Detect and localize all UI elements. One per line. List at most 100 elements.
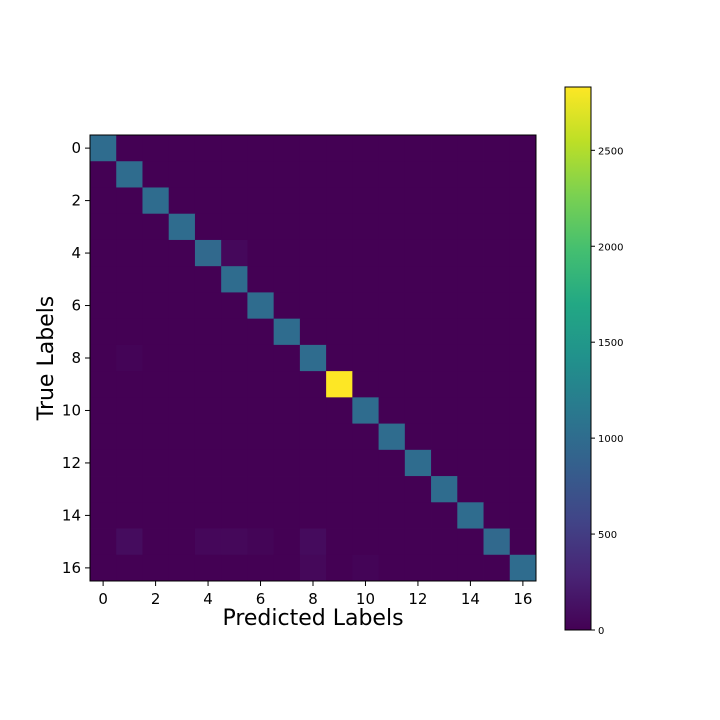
heatmap-cell	[509, 135, 537, 162]
heatmap-cell	[404, 554, 432, 582]
heatmap-cell	[247, 318, 275, 346]
heatmap-cell	[431, 213, 458, 241]
heatmap-cell	[194, 161, 222, 188]
colorbar-tick-label: 1000	[598, 434, 623, 445]
heatmap-cell	[194, 502, 222, 529]
heatmap-cell	[404, 502, 432, 529]
heatmap-cell	[168, 292, 196, 320]
heatmap-cell	[90, 239, 117, 267]
heatmap-cells	[90, 135, 537, 582]
heatmap-cell	[404, 344, 432, 372]
heatmap-cell	[247, 397, 275, 424]
colorbar-tick-label: 2500	[598, 146, 623, 157]
heatmap-cell	[299, 502, 327, 529]
heatmap-cell	[457, 135, 484, 162]
heatmap-cell	[273, 528, 301, 556]
heatmap-cell	[221, 449, 248, 477]
heatmap-cell	[509, 266, 537, 293]
colorbar-ticks: 0 500 1000 1500 2000 2500	[591, 146, 623, 637]
heatmap-cell	[326, 528, 353, 556]
heatmap-cell	[378, 344, 406, 372]
heatmap-cell	[273, 239, 301, 267]
heatmap-cell	[168, 528, 196, 556]
heatmap-cell	[509, 371, 537, 398]
heatmap-cell	[404, 292, 432, 320]
heatmap-cell	[404, 213, 432, 241]
heatmap-cell	[299, 239, 327, 267]
heatmap-cell	[299, 266, 327, 293]
heatmap-cell	[326, 449, 353, 477]
heatmap-cell	[457, 266, 484, 293]
heatmap-cell	[509, 554, 537, 582]
heatmap-cell	[90, 318, 117, 346]
colorbar	[564, 86, 592, 631]
x-tick-label: 14	[461, 590, 480, 608]
heatmap-cell	[90, 135, 117, 162]
heatmap-cell	[457, 449, 484, 477]
heatmap-cell	[194, 476, 222, 503]
heatmap-cell	[194, 371, 222, 398]
heatmap-cell	[194, 344, 222, 372]
heatmap-cell	[168, 554, 196, 582]
heatmap-cell	[168, 423, 196, 451]
heatmap-cell	[483, 476, 511, 503]
heatmap-cell	[142, 397, 170, 424]
heatmap-cell	[431, 502, 458, 529]
heatmap-cell	[378, 554, 406, 582]
heatmap-cell	[194, 423, 222, 451]
heatmap-cell	[509, 239, 537, 267]
heatmap-cell	[457, 371, 484, 398]
heatmap-cell	[142, 292, 170, 320]
heatmap-cell	[273, 476, 301, 503]
heatmap-cell	[378, 528, 406, 556]
heatmap-cell	[221, 239, 248, 267]
heatmap-cell	[299, 554, 327, 582]
heatmap-cell	[352, 528, 379, 556]
heatmap-cell	[378, 292, 406, 320]
heatmap-cell	[299, 187, 327, 215]
heatmap-cell	[404, 476, 432, 503]
heatmap-cell	[431, 292, 458, 320]
y-tick-label: 4	[71, 244, 81, 262]
heatmap-cell	[221, 213, 248, 241]
heatmap-cell	[457, 213, 484, 241]
heatmap-cell	[483, 449, 511, 477]
heatmap-cell	[509, 476, 537, 503]
heatmap-cell	[142, 423, 170, 451]
heatmap-cell	[483, 502, 511, 529]
heatmap-cell	[483, 213, 511, 241]
heatmap-cell	[273, 397, 301, 424]
heatmap-cell	[116, 371, 143, 398]
heatmap-cell	[431, 423, 458, 451]
heatmap-cell	[194, 135, 222, 162]
heatmap-cell	[116, 318, 143, 346]
heatmap-cell	[221, 266, 248, 293]
heatmap-cell	[326, 423, 353, 451]
heatmap-cell	[221, 318, 248, 346]
heatmap-cell	[378, 423, 406, 451]
x-axis-label: Predicted Labels	[222, 606, 403, 631]
heatmap-cell	[457, 161, 484, 188]
heatmap-cell	[483, 187, 511, 215]
y-tick-label: 0	[71, 139, 81, 157]
heatmap-cell	[299, 344, 327, 372]
heatmap-cell	[352, 344, 379, 372]
heatmap-cell	[273, 292, 301, 320]
heatmap-cell	[116, 135, 143, 162]
heatmap-cell	[378, 161, 406, 188]
heatmap-cell	[509, 187, 537, 215]
heatmap-cell	[168, 135, 196, 162]
heatmap-cell	[116, 502, 143, 529]
heatmap-cell	[194, 318, 222, 346]
heatmap-cell	[457, 528, 484, 556]
colorbar-tick-label: 2000	[598, 242, 623, 253]
heatmap-cell	[142, 371, 170, 398]
heatmap-cell	[116, 266, 143, 293]
x-tick-label: 16	[513, 590, 532, 608]
heatmap-cell	[247, 449, 275, 477]
heatmap-cell	[457, 344, 484, 372]
heatmap-cell	[483, 371, 511, 398]
heatmap-cell	[168, 187, 196, 215]
heatmap-cell	[221, 187, 248, 215]
heatmap-cell	[509, 423, 537, 451]
